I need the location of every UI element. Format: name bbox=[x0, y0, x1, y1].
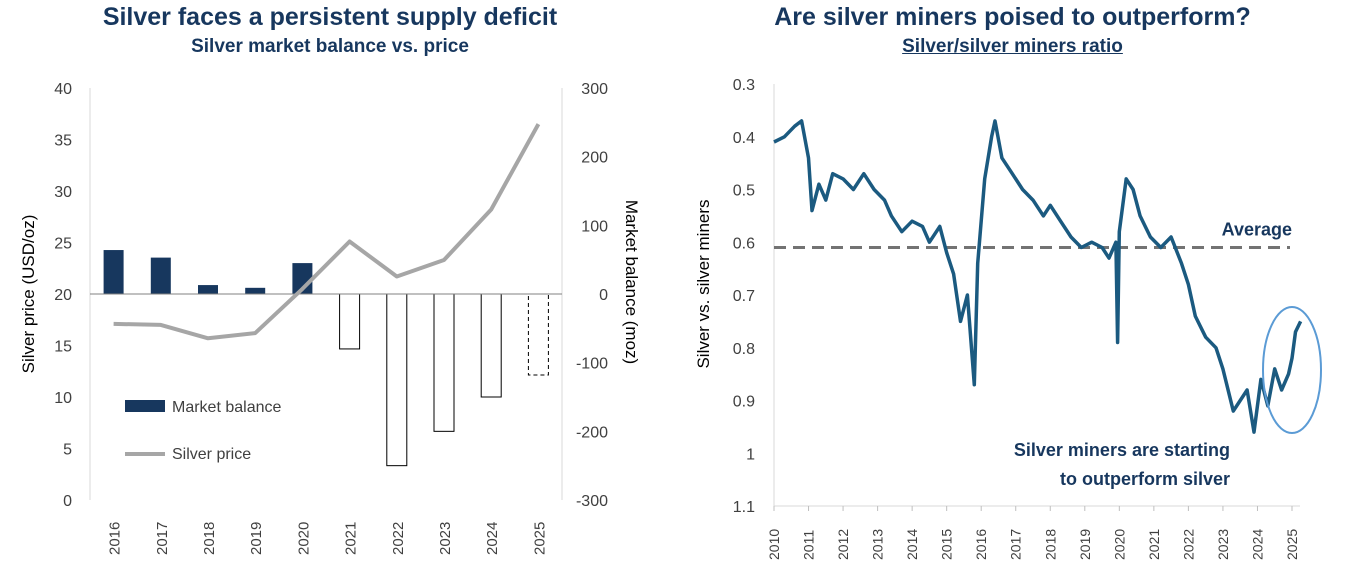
y-tick-label: 0.5 bbox=[733, 183, 755, 200]
x-tick-label: 2017 bbox=[1008, 529, 1024, 560]
balance-bar bbox=[103, 250, 124, 294]
left-y-axis-title: Silver price (USD/oz) bbox=[19, 215, 38, 374]
x-tick-label: 2018 bbox=[1042, 529, 1058, 560]
x-tick-label: 2023 bbox=[437, 522, 454, 555]
x-tick-label: 2024 bbox=[1249, 529, 1265, 560]
y-tick-label: 0.8 bbox=[733, 341, 755, 358]
left-y-tick-label: 15 bbox=[54, 339, 72, 356]
y-tick-label: 0.7 bbox=[733, 288, 755, 305]
x-tick-label: 2016 bbox=[973, 529, 989, 560]
y-tick-label: 1.1 bbox=[733, 499, 755, 516]
balance-bar bbox=[150, 257, 171, 294]
y-tick-label: 1 bbox=[746, 446, 755, 463]
x-tick-label: 2014 bbox=[904, 529, 920, 560]
left-chart-svg: 40 35 30 25 20 15 10 5 0 300 200 100 0 -100 -200 -300 Si… bbox=[19, 81, 641, 555]
right-chart-panel: Are silver miners poised to outperform? … bbox=[680, 0, 1345, 573]
y-axis-title: Silver vs. silver miners bbox=[694, 199, 713, 368]
y-tick-label: 0.9 bbox=[733, 394, 755, 411]
x-tick-label: 2013 bbox=[870, 529, 886, 560]
x-tick-label: 2019 bbox=[248, 522, 265, 555]
left-y-tick-label: 30 bbox=[54, 184, 72, 201]
legend-label: Silver price bbox=[172, 446, 251, 463]
ratio-line bbox=[773, 119, 1303, 434]
x-tick-label: 2021 bbox=[343, 522, 360, 555]
right-y-tick-label: 300 bbox=[581, 81, 608, 98]
left-y-tick-label: 40 bbox=[54, 81, 72, 98]
x-tick-label: 2020 bbox=[295, 522, 312, 555]
x-tick-label: 2020 bbox=[1111, 529, 1127, 560]
right-y-tick-label: 200 bbox=[581, 150, 608, 167]
balance-bar bbox=[527, 293, 549, 376]
right-chart-svg: 0.3 0.4 0.5 0.6 0.7 0.8 0.9 1 1.1 Silver vs. silv… bbox=[694, 77, 1322, 560]
legend-bar-swatch bbox=[125, 400, 165, 412]
balance-bar bbox=[433, 293, 455, 432]
x-tick-label: 2012 bbox=[835, 529, 851, 560]
x-tick-label: 2021 bbox=[1146, 529, 1162, 560]
balance-bar bbox=[386, 293, 408, 467]
y-tick-label: 0.3 bbox=[733, 77, 755, 94]
annotation-line: to outperform silver bbox=[1060, 469, 1230, 489]
balance-bar bbox=[339, 293, 361, 350]
right-chart-title: Are silver miners poised to outperform? bbox=[774, 3, 1251, 31]
highlight-ellipse bbox=[1262, 306, 1322, 434]
y-tick-label: 0.4 bbox=[733, 130, 755, 147]
balance-bar bbox=[245, 287, 266, 294]
right-y-tick-label: -100 bbox=[576, 356, 608, 373]
x-tick-label: 2022 bbox=[390, 522, 407, 555]
right-y-tick-label: 100 bbox=[581, 218, 608, 235]
x-tick-label: 2018 bbox=[201, 522, 218, 555]
x-tick-label: 2019 bbox=[1077, 529, 1093, 560]
left-chart-panel: Silver faces a persistent supply deficit… bbox=[0, 0, 660, 573]
right-y-tick-label: -300 bbox=[576, 493, 608, 510]
x-tick-label: 2024 bbox=[484, 522, 501, 555]
average-label: Average bbox=[1222, 220, 1292, 240]
x-tick-label: 2025 bbox=[531, 522, 548, 555]
y-tick-label: 0.6 bbox=[733, 235, 755, 252]
left-y-tick-label: 0 bbox=[63, 493, 72, 510]
silver-price-line bbox=[113, 123, 541, 341]
x-tick-label: 2011 bbox=[801, 530, 817, 560]
balance-bar bbox=[480, 293, 502, 398]
right-y-tick-label: -200 bbox=[576, 424, 608, 441]
balance-bar bbox=[198, 285, 218, 294]
x-tick-label: 2017 bbox=[154, 522, 171, 555]
x-tick-label: 2022 bbox=[1180, 529, 1196, 560]
right-chart-subtitle: Silver/silver miners ratio bbox=[902, 36, 1123, 57]
right-y-axis-title: Market balance (moz) bbox=[622, 200, 641, 364]
left-y-tick-label: 5 bbox=[63, 442, 72, 459]
x-tick-label: 2023 bbox=[1215, 529, 1231, 560]
left-chart-title: Silver faces a persistent supply deficit bbox=[102, 3, 558, 31]
annotation-line: Silver miners are starting bbox=[1014, 440, 1230, 460]
left-y-tick-label: 10 bbox=[54, 390, 72, 407]
left-y-tick-label: 25 bbox=[54, 236, 72, 253]
x-tick-label: 2025 bbox=[1284, 529, 1300, 560]
x-tick-label: 2016 bbox=[107, 522, 124, 555]
legend-label: Market balance bbox=[172, 399, 281, 416]
left-y-tick-label: 20 bbox=[54, 287, 72, 304]
x-tick-label: 2010 bbox=[766, 529, 782, 560]
right-y-tick-label: 0 bbox=[599, 287, 608, 304]
x-tick-label: 2015 bbox=[939, 529, 955, 560]
left-chart-subtitle: Silver market balance vs. price bbox=[191, 36, 469, 57]
left-y-tick-label: 35 bbox=[54, 133, 72, 150]
